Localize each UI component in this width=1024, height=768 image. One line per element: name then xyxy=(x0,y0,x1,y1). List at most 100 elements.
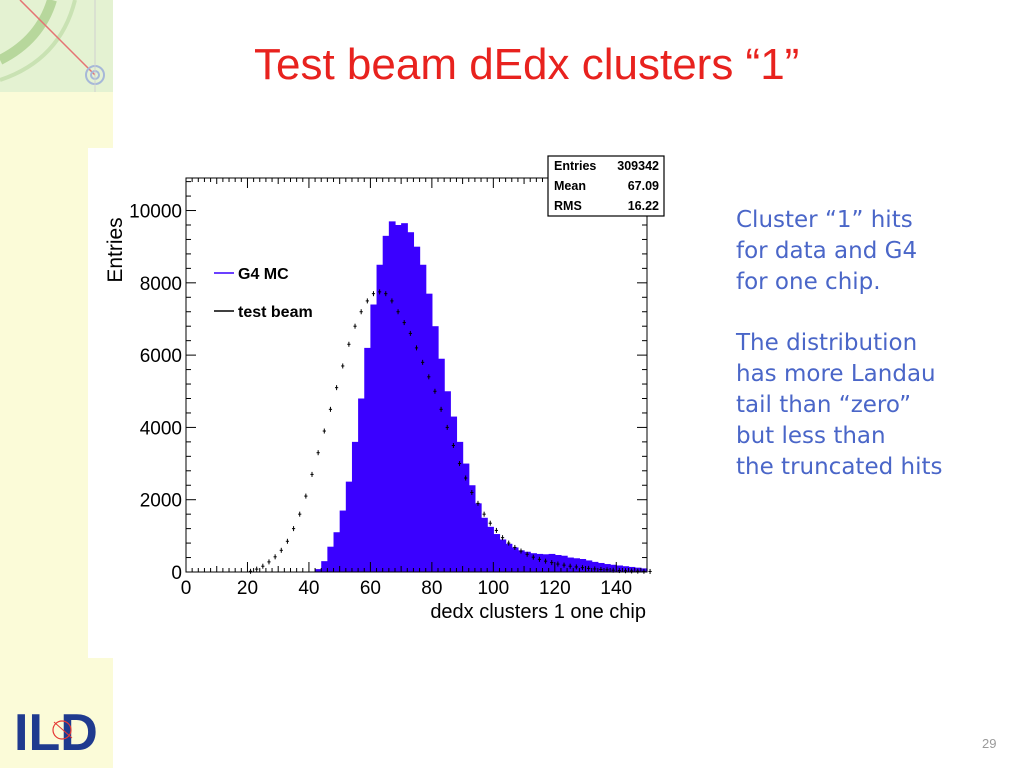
side-paragraph-1: Cluster “1” hits for data and G4 for one… xyxy=(736,205,1006,298)
stats-value: 309342 xyxy=(617,159,659,173)
test-beam-point xyxy=(334,385,339,391)
test-beam-point xyxy=(298,511,302,517)
stats-box: Entries 309342 Mean 67.09 RMS 16.22 xyxy=(547,155,665,217)
x-axis-label: dedx clusters 1 one chip xyxy=(430,601,646,623)
g4-mc-bar xyxy=(450,416,458,572)
test-beam-point xyxy=(531,554,535,560)
test-beam-point xyxy=(341,363,345,369)
test-beam-point xyxy=(500,535,505,541)
test-beam-point xyxy=(408,330,412,336)
g4-mc-bar xyxy=(511,547,519,572)
test-beam-point xyxy=(482,511,486,517)
g4-mc-bar xyxy=(388,221,396,572)
test-beam-point xyxy=(488,520,492,526)
test-beam-point xyxy=(285,538,290,544)
x-tick-label: 40 xyxy=(298,578,319,599)
test-beam-point xyxy=(476,500,480,506)
test-beam-point xyxy=(587,565,591,571)
test-beam-point xyxy=(445,424,449,430)
y-axis-label: Entries xyxy=(104,217,127,282)
test-beam-point xyxy=(599,566,603,572)
g4-mc-bar xyxy=(370,304,378,572)
test-beam-point xyxy=(642,568,646,574)
x-tick-label: 0 xyxy=(181,578,192,599)
stats-label: RMS xyxy=(554,199,582,213)
g4-mc-bar xyxy=(431,326,439,572)
g4-mc-bar xyxy=(499,539,507,572)
test-beam-point xyxy=(636,568,640,574)
test-beam-point xyxy=(328,406,333,412)
slide-title: Test beam dEdx clusters “1” xyxy=(254,40,800,89)
g4-mc-bar xyxy=(345,481,353,572)
test-beam-point xyxy=(291,526,296,532)
test-beam-point xyxy=(580,565,585,571)
test-beam-point xyxy=(617,568,621,574)
test-beam-point xyxy=(322,428,326,434)
test-beam-point xyxy=(556,561,560,567)
y-tick-label: 10000 xyxy=(129,202,182,223)
stats-value: 16.22 xyxy=(628,199,659,213)
test-beam-point xyxy=(630,568,634,574)
dedx-histogram-chart: 0 20 40 60 80 100 120 140 0 2000 4000 6000 8000 1000… xyxy=(104,155,665,623)
side-line: has more Landau xyxy=(736,361,936,387)
test-beam-point xyxy=(427,374,431,380)
g4-mc-bar xyxy=(524,551,531,572)
g4-mc-bar xyxy=(351,441,359,572)
stats-label: Entries xyxy=(554,159,596,173)
test-beam-point xyxy=(648,568,652,574)
x-tick-label: 100 xyxy=(477,578,509,599)
test-beam-point xyxy=(451,442,455,448)
g4-mc-bar xyxy=(333,532,341,572)
legend-entry: G4 MC xyxy=(214,266,289,283)
g4-mc-bar xyxy=(315,569,322,572)
g4-mc-bar xyxy=(481,517,488,572)
side-line: for data and G4 xyxy=(736,238,918,264)
g4-mc-bar xyxy=(493,534,501,572)
g4-mc-bar xyxy=(376,264,384,572)
test-beam-point xyxy=(255,566,259,572)
g4-mc-bar xyxy=(462,463,470,572)
g4-mc-bar xyxy=(358,398,365,572)
test-beam-point xyxy=(543,558,548,564)
g4-mc-bar xyxy=(505,543,513,572)
x-tick-label: 20 xyxy=(237,578,258,599)
g4-mc-bar xyxy=(444,391,451,572)
y-tick-label: 8000 xyxy=(140,274,182,295)
test-beam-point xyxy=(605,567,609,573)
test-beam-point xyxy=(507,540,511,546)
test-beam-point xyxy=(359,309,363,315)
test-beam-point xyxy=(623,568,628,574)
test-beam-point xyxy=(611,567,615,573)
y-tick-label: 6000 xyxy=(140,346,182,367)
g4-mc-bar xyxy=(364,347,371,572)
page-number: 29 xyxy=(982,736,997,751)
side-line: but less than xyxy=(736,423,886,449)
test-beam-point xyxy=(593,566,597,572)
test-beam-point xyxy=(439,406,443,412)
test-beam-point xyxy=(365,298,369,304)
legend-label: G4 MC xyxy=(238,266,289,283)
test-beam-point xyxy=(568,563,572,569)
stats-value: 67.09 xyxy=(628,179,659,193)
g4-mc-bar xyxy=(468,485,476,572)
plot-frame xyxy=(185,177,648,573)
test-beam-point xyxy=(279,547,283,553)
test-beam-points xyxy=(248,289,652,574)
g4-mc-bar xyxy=(419,264,427,572)
test-beam-point xyxy=(304,493,308,499)
test-beam-point xyxy=(261,563,265,569)
test-beam-point xyxy=(470,489,474,495)
legend-entry: test beam xyxy=(214,304,313,321)
test-beam-point xyxy=(464,475,468,481)
x-tick-label: 60 xyxy=(360,578,381,599)
stats-label: Mean xyxy=(554,179,586,193)
plot-panel: 0 20 40 60 80 100 120 140 0 2000 4000 6000 8000 1000… xyxy=(88,148,668,658)
g4-mc-bar xyxy=(530,553,537,572)
g4-mc-bar xyxy=(394,224,402,572)
test-beam-point xyxy=(347,341,351,347)
x-tick-label: 120 xyxy=(539,578,571,599)
test-beam-point xyxy=(248,568,253,574)
detector-corner-graphic xyxy=(0,0,113,92)
side-line: for one chip. xyxy=(736,269,881,295)
side-line: The distribution xyxy=(736,330,918,356)
